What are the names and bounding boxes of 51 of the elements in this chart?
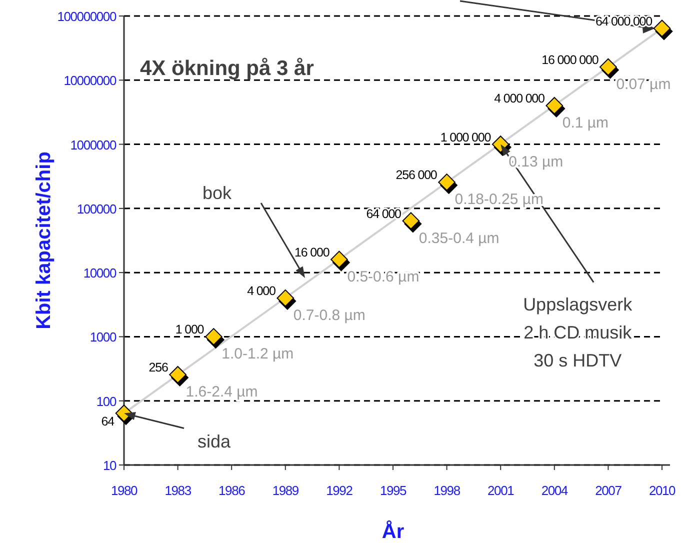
x-tick-label: 1986: [218, 483, 246, 498]
point: [492, 136, 510, 153]
annotation: 4X ökning på 3 år: [140, 57, 314, 80]
annotation: 0.07 µm: [616, 76, 671, 94]
data-label: 1 000: [175, 322, 204, 337]
point: [402, 212, 420, 230]
annotation: bok: [202, 183, 233, 203]
y-tick-label: 100000000: [57, 9, 116, 24]
point: [205, 328, 222, 346]
annotation: 1.0-1.2 µm: [222, 346, 294, 363]
data-label: 64 000: [366, 206, 402, 221]
y-tick-label: 1000: [90, 330, 116, 345]
y-tick-label: 100000: [76, 201, 116, 216]
data-label: 256 000: [396, 168, 438, 182]
x-axis-title: År: [382, 520, 404, 543]
x-tick-label: 2001: [488, 483, 514, 498]
x-tick-label: 2004: [541, 483, 568, 498]
annotation: 0.1 µm: [562, 114, 609, 132]
point: [276, 289, 294, 307]
y-tick-label: 100: [96, 394, 116, 409]
point: [653, 20, 671, 38]
x-tick-label: 1980: [110, 483, 138, 498]
x-tick-label: 1992: [326, 483, 353, 498]
point: [600, 58, 617, 76]
y-tick-label: 1000000: [70, 137, 116, 152]
x-tick-label: 1989: [272, 483, 299, 498]
annotation: 1.6-2.4 µm: [186, 384, 258, 401]
data-label: 4 000: [247, 284, 276, 298]
point: [330, 250, 348, 268]
annotation: 0.5-0.6 µm: [347, 268, 420, 286]
data-label: 16 000 000: [542, 53, 599, 68]
data-label: 16 000: [294, 245, 330, 260]
x-tick-label: 1995: [380, 483, 407, 498]
point: [438, 174, 456, 191]
x-tick-label: 2007: [595, 483, 622, 498]
y-tick-label: 10: [102, 458, 116, 473]
y-axis-title: Kbit kapacitet/chip: [33, 152, 55, 330]
data-label: 64: [101, 414, 115, 428]
y-tick-label: 10000: [83, 266, 116, 281]
x-tick-label: 1998: [434, 483, 460, 498]
data-label: 1 000 000: [440, 130, 492, 144]
data-label: 256: [148, 360, 168, 375]
x-tick-label: 2010: [648, 483, 676, 498]
point: [169, 366, 186, 384]
annotation: sida: [197, 431, 232, 452]
x-tick-label: 1983: [164, 483, 192, 498]
point: [546, 97, 564, 114]
annotation: 0.7-0.8 µm: [293, 307, 366, 324]
data-label: 4 000 000: [494, 92, 546, 106]
y-tick-label: 10000000: [64, 73, 116, 88]
annotation: 0.35-0.4 µm: [418, 230, 500, 247]
